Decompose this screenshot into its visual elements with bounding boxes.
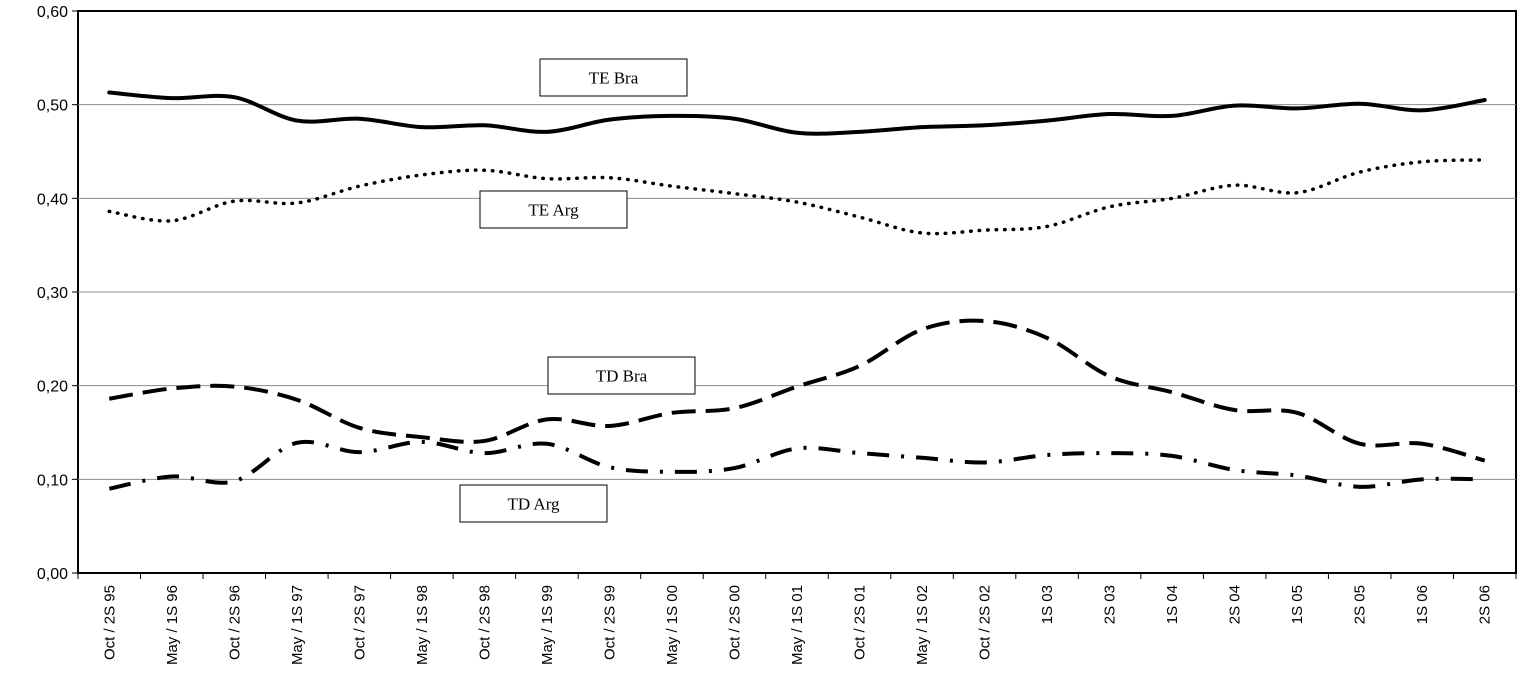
x-tick-label: Oct / 2S 02 [977, 585, 994, 660]
y-tick-label: 0,40 [37, 191, 68, 208]
series-lines [107, 90, 1487, 491]
series-line-te-bra [107, 90, 1487, 136]
label-box [539, 58, 688, 97]
x-tick-label: 2S 05 [1352, 585, 1369, 624]
series-label-te-arg: TE Arg [479, 190, 628, 229]
label-text: TD Arg [507, 495, 560, 514]
x-tick-label: 1S 05 [1289, 585, 1306, 624]
x-tick-label: Oct / 2S 99 [601, 585, 618, 660]
y-tick-label: 0,30 [37, 285, 68, 302]
x-axis: Oct / 2S 95 May / 1S 96 Oct / 2S 96 May / 1… [77, 573, 1517, 665]
x-tick-label: 2S 03 [1102, 585, 1119, 624]
x-tick-label: May / 1S 98 [414, 585, 431, 665]
label-box [479, 190, 628, 229]
x-tick-label: Oct / 2S 01 [852, 585, 869, 660]
y-tick-label: 0,60 [37, 4, 68, 21]
legend-labels: TE Bra TE Arg TD Bra TD Arg [459, 58, 696, 523]
x-tick-label: May / 1S 96 [164, 585, 181, 665]
x-tick-label: 2S 04 [1227, 585, 1244, 624]
x-tick-label: May / 1S 02 [914, 585, 931, 665]
label-text: TD Bra [596, 367, 648, 386]
series-label-td-arg: TD Arg [459, 484, 608, 523]
x-tick-label: May / 1S 00 [664, 585, 681, 665]
x-tick-label: May / 1S 01 [789, 585, 806, 665]
x-tick-label: Oct / 2S 97 [351, 585, 368, 660]
x-tick-label: May / 1S 99 [539, 585, 556, 665]
series-label-te-bra: TE Bra [539, 58, 688, 97]
x-tick-label: May / 1S 97 [289, 585, 306, 665]
y-axis: 0,00 0,10 0,20 0,30 0,40 0,50 0,60 [37, 4, 78, 583]
y-tick-label: 0,10 [37, 472, 68, 489]
y-tick-label: 0,50 [37, 98, 68, 115]
gridlines [78, 104, 1516, 480]
x-tick-label: 2S 06 [1477, 585, 1494, 624]
x-tick-label: 1S 04 [1164, 585, 1181, 624]
label-text: TE Arg [528, 201, 579, 220]
y-tick-label: 0,00 [37, 566, 68, 583]
y-tick-label: 0,20 [37, 379, 68, 396]
x-tick-label: 1S 03 [1039, 585, 1056, 624]
series-line-td-arg [108, 439, 1485, 491]
x-tick-label: Oct / 2S 98 [476, 585, 493, 660]
label-box [459, 484, 608, 523]
x-tick-label: Oct / 2S 95 [101, 585, 118, 660]
x-tick-label: 1S 06 [1414, 585, 1431, 624]
series-line-te-arg [107, 158, 1487, 236]
label-text: TE Bra [589, 69, 639, 88]
x-tick-label: Oct / 2S 96 [226, 585, 243, 660]
label-box [547, 356, 696, 395]
series-label-td-bra: TD Bra [547, 356, 696, 395]
x-tick-label: Oct / 2S 00 [726, 585, 743, 660]
series-line-td-bra [108, 318, 1486, 463]
